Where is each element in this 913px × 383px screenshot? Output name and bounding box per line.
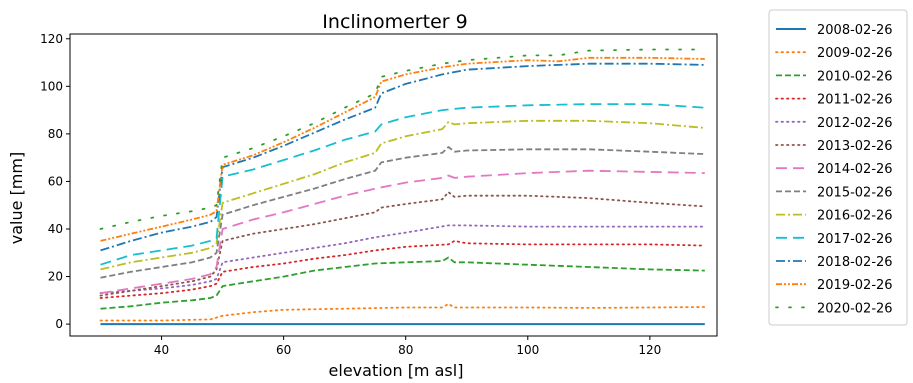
y-tick-label: 20 xyxy=(48,270,63,284)
series-line-4 xyxy=(99,239,706,299)
x-tick-label: 40 xyxy=(154,343,169,357)
series-line-13 xyxy=(99,48,706,230)
series-line-8 xyxy=(100,146,705,279)
series-group xyxy=(99,48,706,326)
y-tick-label: 60 xyxy=(48,174,63,188)
y-tick-label: 120 xyxy=(40,32,63,46)
series-line-7 xyxy=(100,169,705,295)
x-tick-label: 60 xyxy=(276,343,291,357)
chart-title: Inclinomerter 9 xyxy=(322,11,467,33)
series-line-10 xyxy=(100,103,705,266)
y-tick-label: 40 xyxy=(48,222,63,236)
legend-label-10: 2017-02-26 xyxy=(817,232,893,247)
legend-label-12: 2019-02-26 xyxy=(817,278,893,293)
series-layer xyxy=(99,48,706,326)
series-line-6 xyxy=(99,191,706,297)
legend-label-13: 2020-02-26 xyxy=(817,301,893,316)
series-line-3 xyxy=(100,256,705,310)
legend: 2008-02-26 2009-02-26 2010-02-26 2011-02-26… xyxy=(768,9,908,326)
y-tick-label: 0 xyxy=(55,317,63,331)
legend-label-7: 2014-02-26 xyxy=(817,162,893,177)
series-line-12 xyxy=(100,56,705,242)
legend-label-1: 2008-02-26 xyxy=(817,23,893,38)
series-line-2 xyxy=(99,302,706,322)
legend-label-8: 2015-02-26 xyxy=(817,185,893,200)
legend-label-2: 2009-02-26 xyxy=(817,46,893,61)
legend-frame xyxy=(768,9,908,326)
y-tick-label: 80 xyxy=(48,127,63,141)
series-line-11 xyxy=(100,62,705,252)
axes-layer: 40 60 80 100 120 0 20 40 60 80 100 120 xyxy=(40,32,718,357)
series-line-9 xyxy=(100,119,705,271)
legend-label-5: 2012-02-26 xyxy=(817,116,893,131)
y-tick-label: 100 xyxy=(40,79,63,93)
legend-label-9: 2016-02-26 xyxy=(817,209,893,224)
y-axis-title: value [mm] xyxy=(7,152,26,244)
x-tick-label: 80 xyxy=(398,343,413,357)
series-line-5 xyxy=(99,224,706,295)
legend-label-4: 2011-02-26 xyxy=(817,93,893,108)
legend-label-6: 2013-02-26 xyxy=(817,139,893,154)
legend-label-3: 2010-02-26 xyxy=(817,69,893,84)
legend-label-11: 2018-02-26 xyxy=(817,255,893,270)
x-tick-label: 100 xyxy=(516,343,539,357)
x-tick-label: 120 xyxy=(638,343,661,357)
plot-frame xyxy=(69,33,718,337)
x-axis-title: elevation [m asl] xyxy=(329,361,464,380)
